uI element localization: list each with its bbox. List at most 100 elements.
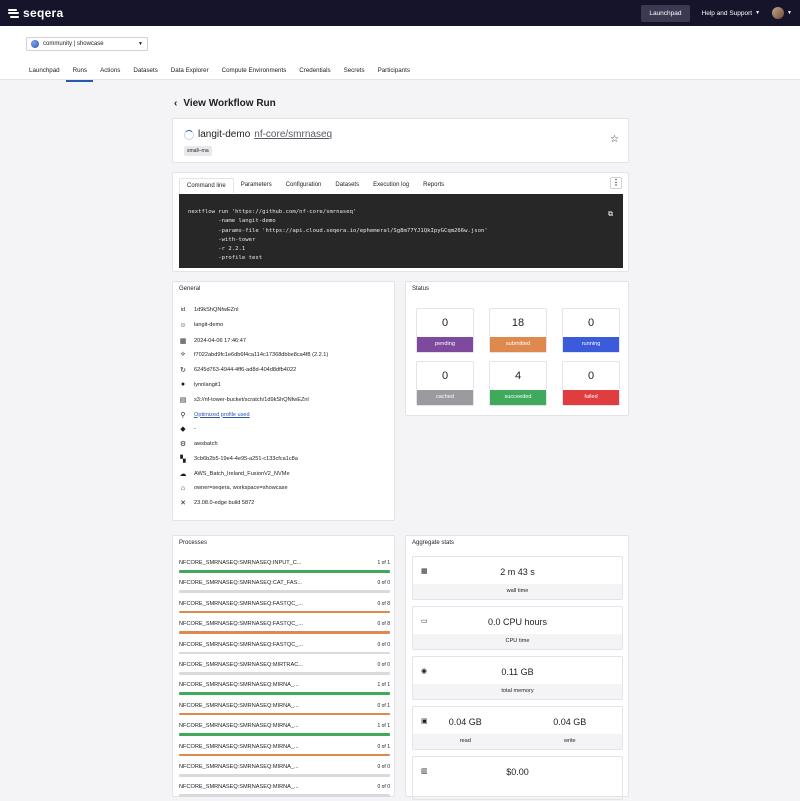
process-row[interactable]: NFCORE_SMRNASEQ:SMRNASEQ:MIRNA_... 0 of 1: [179, 741, 390, 761]
read-label: read: [459, 738, 471, 744]
cost-box: ▥ $0.00: [412, 756, 623, 800]
nav-tab-launchpad[interactable]: Launchpad: [29, 67, 60, 74]
wall-time-value: 2 m 43 s: [500, 567, 535, 577]
process-progress-fill: [179, 610, 390, 614]
general-row: ⟡ f7022abd9fc1e6db6f4ca114c17368dbbe8ca4f…: [179, 351, 329, 359]
tab-parameters[interactable]: Parameters: [240, 182, 272, 188]
help-menu[interactable]: Help and Support ▼: [702, 10, 761, 17]
process-progress-fill: [179, 570, 390, 573]
cpu-icon: ▭: [421, 618, 428, 625]
optimized-profile-link[interactable]: Optimized profile used: [194, 411, 250, 418]
status-count: 18: [511, 317, 525, 329]
tab-execution-log[interactable]: Execution log: [373, 182, 410, 188]
process-row[interactable]: NFCORE_SMRNASEQ:SMRNASEQ:MIRNA_... 0 of 0: [179, 781, 390, 801]
process-count: 0 of 0: [377, 784, 390, 791]
process-name: NFCORE_SMRNASEQ:SMRNASEQ:MIRNA_...: [179, 682, 299, 689]
general-row: ☺ langit-demo: [179, 322, 223, 329]
process-row[interactable]: NFCORE_SMRNASEQ:SMRNASEQ:MIRNA_... 0 of 0: [179, 761, 390, 781]
processes-panel: Processes NFCORE_SMRNASEQ:SMRNASEQ:INPUT…: [172, 535, 395, 797]
nav-tab-data-explorer[interactable]: Data Explorer: [170, 67, 209, 74]
general-row-icon: ⚙: [179, 441, 187, 449]
tab-datasets[interactable]: Datasets: [335, 182, 360, 188]
general-row-icon: ●: [180, 381, 186, 388]
process-row[interactable]: NFCORE_SMRNASEQ:SMRNASEQ:MIRNA_... 0 of 1: [179, 700, 390, 720]
command-line: -r 2.2.1: [188, 246, 246, 253]
general-row-value: 6245d763-4944-4ff6-ad8d-404d8dfb4022: [194, 367, 297, 374]
star-icon[interactable]: ☆: [610, 134, 619, 145]
nav-tab-actions[interactable]: Actions: [100, 67, 121, 74]
tab-configuration[interactable]: Configuration: [285, 182, 322, 188]
command-line: nextflow run 'https://github.com/nf-core…: [188, 209, 357, 215]
memory-value: 0.11 GB: [501, 667, 534, 677]
process-count: 0 of 0: [377, 580, 390, 587]
nav-tab-datasets[interactable]: Datasets: [133, 67, 158, 74]
seqera-logo-icon: [8, 8, 19, 19]
tab-command-line[interactable]: Command line: [179, 178, 234, 193]
read-value: 0.04 GB: [448, 717, 482, 727]
workspace-icon: [31, 40, 39, 48]
copy-icon[interactable]: ⧉: [608, 210, 613, 218]
process-progress-bar: [179, 753, 390, 757]
run-label-badge[interactable]: small–rna: [184, 146, 212, 156]
process-progress-bar: [179, 794, 390, 797]
nav-tab-credentials[interactable]: Credentials: [299, 67, 331, 74]
clock-icon: ▦: [421, 568, 428, 575]
page-title-row: ‹ View Workflow Run: [174, 98, 276, 109]
more-options-icon[interactable]: ⋮: [610, 177, 622, 189]
launchpad-button[interactable]: Launchpad: [641, 4, 690, 22]
command-line: -with-tower: [188, 236, 256, 243]
process-row[interactable]: NFCORE_SMRNASEQ:SMRNASEQ:INPUT_C... 1 of …: [179, 557, 390, 577]
status-label: cached: [417, 390, 473, 405]
process-name: NFCORE_SMRNASEQ:SMRNASEQ:MIRNA_...: [179, 723, 299, 730]
general-row: ⌂ owner=seqera, workspace=showcase: [179, 485, 288, 492]
nav-tab-compute-environments[interactable]: Compute Environments: [221, 67, 287, 74]
status-label: submitted: [490, 337, 546, 352]
process-row[interactable]: NFCORE_SMRNASEQ:SMRNASEQ:FASTQC_... 0 of …: [179, 618, 390, 638]
process-row[interactable]: NFCORE_SMRNASEQ:SMRNASEQ:MIRNA_... 1 of 1: [179, 679, 390, 699]
process-row[interactable]: NFCORE_SMRNASEQ:SMRNASEQ:CAT_FAS... 0 of …: [179, 577, 390, 597]
process-count: 0 of 0: [377, 764, 390, 770]
process-progress-fill: [179, 692, 390, 695]
status-label: failed: [563, 390, 619, 405]
general-row: ▦ 2024-04-06 17:46:47: [179, 337, 246, 345]
top-bar: seqera Launchpad Help and Support ▼ ▼: [0, 0, 800, 26]
process-row[interactable]: NFCORE_SMRNASEQ:SMRNASEQ:FASTQC_... 0 of …: [179, 598, 390, 618]
general-row-icon: ⚲: [180, 411, 186, 419]
general-row-value: f7022abd9fc1e6db6f4ca114c17368dbbe8ca4f8…: [194, 352, 329, 359]
process-count: 0 of 1: [377, 702, 390, 709]
workspace-select[interactable]: community | showcase ▼: [26, 37, 148, 51]
user-menu[interactable]: ▼: [772, 7, 792, 19]
nav-tab-secrets[interactable]: Secrets: [343, 67, 365, 74]
general-row: ✕ 23.08.0-edge build 5872: [179, 499, 254, 507]
process-name: NFCORE_SMRNASEQ:SMRNASEQ:MIRNA_...: [179, 743, 299, 750]
process-row[interactable]: NFCORE_SMRNASEQ:SMRNASEQ:MIRNA_... 1 of 1: [179, 720, 390, 740]
chevron-down-icon: ▼: [755, 10, 761, 16]
status-running: 0 running: [562, 308, 620, 353]
nav-tab-participants[interactable]: Participants: [377, 67, 410, 74]
process-progress-fill: [179, 733, 390, 736]
general-row-value: owner=seqera, workspace=showcase: [194, 485, 288, 492]
general-row: ▤ s3://nf-tower-bucket/scratch/1d9kShQNfw…: [179, 396, 309, 404]
status-count: 0: [441, 370, 449, 382]
process-row[interactable]: NFCORE_SMRNASEQ:SMRNASEQ:FASTQC_... 0 of …: [179, 639, 390, 659]
process-progress-bar: [179, 774, 390, 777]
pipeline-link[interactable]: nf-core/smrnaseq: [254, 129, 333, 140]
general-row: ⚙ awsbatch: [179, 440, 218, 448]
status-failed: 0 failed: [562, 361, 620, 406]
back-arrow-icon[interactable]: ‹: [174, 98, 178, 109]
process-progress-bar: [179, 570, 390, 573]
disk-icon: ▣: [421, 718, 428, 725]
general-panel: General id 1d9kShQNfwEZnl ☺ langit-demo ▦ 202…: [172, 281, 395, 521]
status-pending: 0 pending: [416, 308, 474, 353]
process-row[interactable]: NFCORE_SMRNASEQ:SMRNASEQ:MIRTRAC... 0 of …: [179, 659, 390, 679]
process-progress-fill: [179, 631, 390, 634]
cpu-time-label: CPU time: [413, 634, 622, 649]
general-row-value: langit-demo: [194, 322, 224, 329]
workspace-label: community | showcase: [43, 41, 104, 47]
processes-title: Processes: [179, 540, 208, 546]
seqera-logo[interactable]: seqera: [8, 6, 64, 20]
nav-tab-runs[interactable]: Runs: [65, 64, 94, 82]
process-count: 1 of 1: [377, 723, 390, 730]
tab-reports[interactable]: Reports: [423, 182, 445, 188]
process-progress-bar: [179, 733, 390, 736]
